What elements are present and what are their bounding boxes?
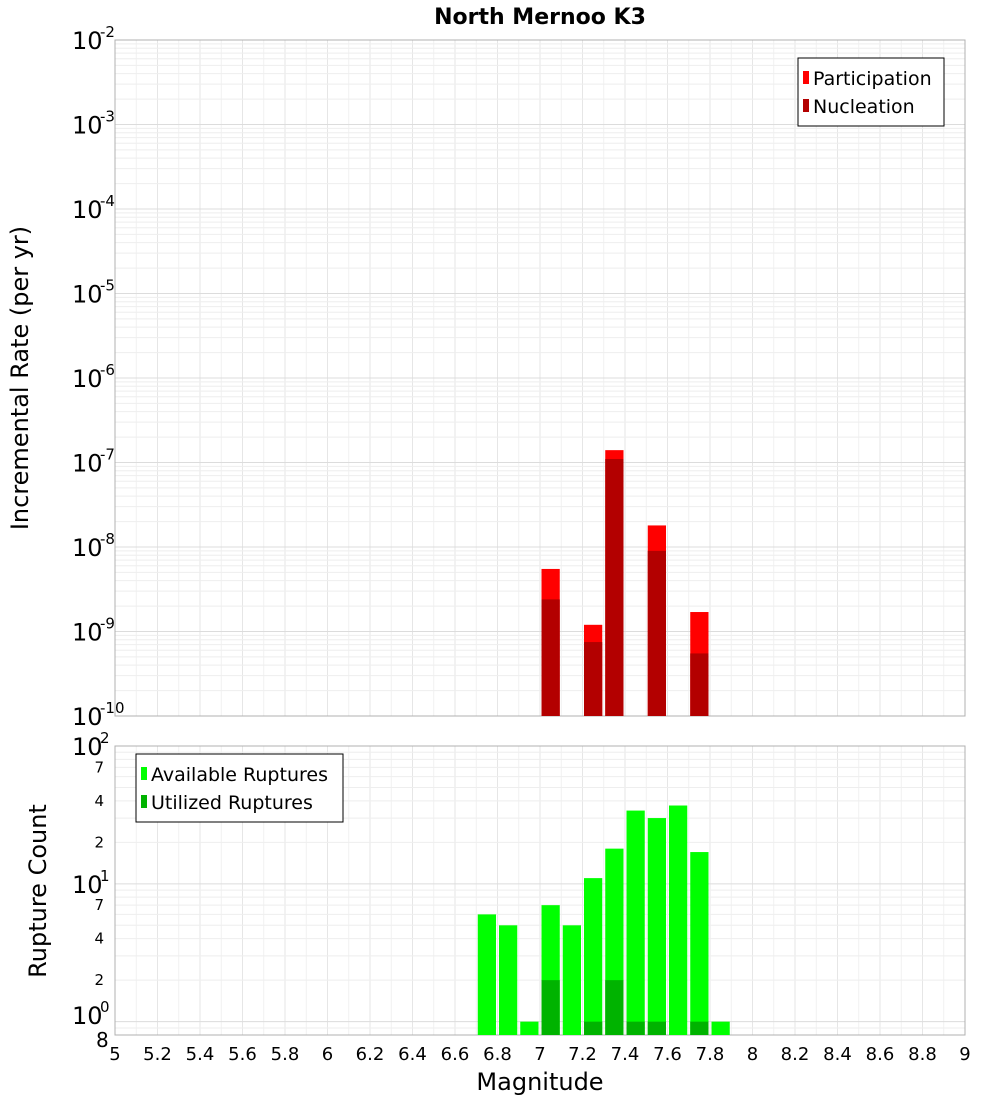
bottom-panel-bars — [477, 805, 730, 1035]
top-y-axis-label: Incremental Rate (per yr) — [6, 226, 34, 530]
bottom-plot-area — [114, 745, 966, 1036]
y-minor-tick-label: 7 — [94, 758, 104, 776]
x-tick-label: 7.4 — [611, 1044, 640, 1065]
y-tick-label-base: 10 — [72, 281, 103, 309]
bar-available-ruptures — [711, 1021, 730, 1035]
legend-entry-nucleation: Nucleation — [813, 96, 915, 118]
bar-nucleation — [584, 642, 603, 716]
y-minor-tick-label: 7 — [94, 896, 104, 914]
x-tick-label: 8 — [747, 1044, 758, 1065]
x-tick-label: 6.6 — [441, 1044, 470, 1065]
top-plot-area — [114, 39, 966, 717]
x-tick-label: 6.2 — [356, 1044, 385, 1065]
x-tick-label: 7.8 — [696, 1044, 725, 1065]
bar-utilized-ruptures — [626, 1021, 645, 1035]
y-tick-label-base: 10 — [72, 534, 103, 562]
bottom-legend: Available Ruptures Utilized Ruptures — [135, 753, 344, 823]
y-tick-label-exponent: -10 — [100, 699, 125, 717]
x-tick-label: 5.6 — [228, 1044, 257, 1065]
bar-available-ruptures — [690, 852, 709, 1035]
x-tick-label: 6 — [322, 1044, 333, 1065]
top-panel-bars — [541, 450, 709, 716]
y-tick-label-prefix: 8 — [96, 1028, 109, 1052]
bar-available-ruptures — [562, 925, 581, 1035]
bottom-y-axis-label: Rupture Count — [24, 804, 52, 978]
y-tick-label-base: 10 — [72, 1002, 103, 1030]
y-tick-label-base: 10 — [72, 450, 103, 478]
y-tick-label-exponent: -6 — [100, 361, 115, 379]
x-tick-label: 8.6 — [866, 1044, 895, 1065]
legend-swatch — [141, 795, 147, 808]
legend-swatch — [141, 767, 147, 780]
x-axis-ticks: 5 5.2 5.4 5.6 5.8 6 6.2 6.4 6.6 6.8 7 7.2 7.4 7.6 7.8 8… — [109, 1044, 970, 1065]
chart-title: North Mernoo K3 — [434, 5, 646, 30]
y-tick-label-base: 10 — [72, 703, 103, 731]
x-tick-label: 5 — [109, 1044, 120, 1065]
x-tick-label: 5.8 — [271, 1044, 300, 1065]
bar-available-ruptures — [669, 805, 688, 1035]
x-tick-label: 8.2 — [781, 1044, 810, 1065]
bar-available-ruptures — [499, 925, 518, 1035]
x-tick-label: 7.2 — [568, 1044, 597, 1065]
y-tick-label-base: 10 — [72, 112, 103, 140]
y-tick-label-exponent: -2 — [100, 23, 115, 41]
legend-entry-available-ruptures: Available Ruptures — [151, 764, 328, 786]
y-tick-label-base: 10 — [72, 365, 103, 393]
legend-box — [797, 57, 945, 127]
legend-swatch — [803, 99, 809, 112]
x-tick-label: 8.4 — [823, 1044, 852, 1065]
top-legend: Participation Nucleation — [797, 57, 945, 127]
y-tick-label-base: 10 — [72, 871, 103, 899]
x-tick-label: 8.8 — [908, 1044, 937, 1065]
y-tick-label-exponent: -9 — [100, 615, 115, 633]
x-tick-label: 7 — [534, 1044, 545, 1065]
bar-utilized-ruptures — [647, 1021, 666, 1035]
bar-available-ruptures — [626, 810, 645, 1035]
x-tick-label: 7.6 — [653, 1044, 682, 1065]
bar-utilized-ruptures — [690, 1021, 709, 1035]
x-axis-label: Magnitude — [476, 1068, 603, 1096]
y-tick-label-base: 10 — [72, 27, 103, 55]
x-tick-label: 6.8 — [483, 1044, 512, 1065]
y-tick-label-base: 10 — [72, 619, 103, 647]
y-tick-label-exponent: -4 — [100, 192, 115, 210]
x-tick-label: 5.2 — [143, 1044, 172, 1065]
legend-entry-participation: Participation — [813, 68, 932, 90]
y-tick-label-exponent: 0 — [100, 998, 110, 1016]
y-tick-label-base: 10 — [72, 733, 103, 761]
x-tick-label: 9 — [959, 1044, 970, 1065]
bar-nucleation — [647, 550, 666, 716]
y-tick-label-exponent: -5 — [100, 277, 115, 295]
x-tick-label: 5.4 — [186, 1044, 215, 1065]
y-tick-label-exponent: -3 — [100, 108, 115, 126]
bar-available-ruptures — [477, 914, 496, 1035]
bar-nucleation — [605, 459, 624, 716]
y-tick-label-base: 10 — [72, 196, 103, 224]
legend-box — [135, 753, 344, 823]
bar-available-ruptures — [520, 1021, 539, 1035]
bar-utilized-ruptures — [605, 980, 624, 1035]
bar-available-ruptures — [584, 878, 603, 1035]
bar-nucleation — [541, 599, 560, 716]
y-minor-tick-label: 2 — [94, 833, 104, 851]
bar-utilized-ruptures — [584, 1021, 603, 1035]
y-minor-tick-label: 4 — [94, 930, 104, 948]
top-panel-grid — [114, 39, 966, 717]
legend-swatch — [803, 71, 809, 84]
y-minor-tick-label: 4 — [94, 792, 104, 810]
y-minor-tick-label: 2 — [94, 971, 104, 989]
y-tick-label-exponent: 2 — [100, 729, 110, 747]
bar-nucleation — [690, 653, 709, 716]
legend-entry-utilized-ruptures: Utilized Ruptures — [151, 792, 313, 814]
y-tick-label-exponent: 1 — [100, 867, 110, 885]
x-tick-label: 6.4 — [398, 1044, 427, 1065]
y-tick-label-exponent: -7 — [100, 446, 115, 464]
bar-available-ruptures — [647, 818, 666, 1035]
bar-utilized-ruptures — [541, 980, 560, 1035]
y-tick-label-exponent: -8 — [100, 530, 115, 548]
